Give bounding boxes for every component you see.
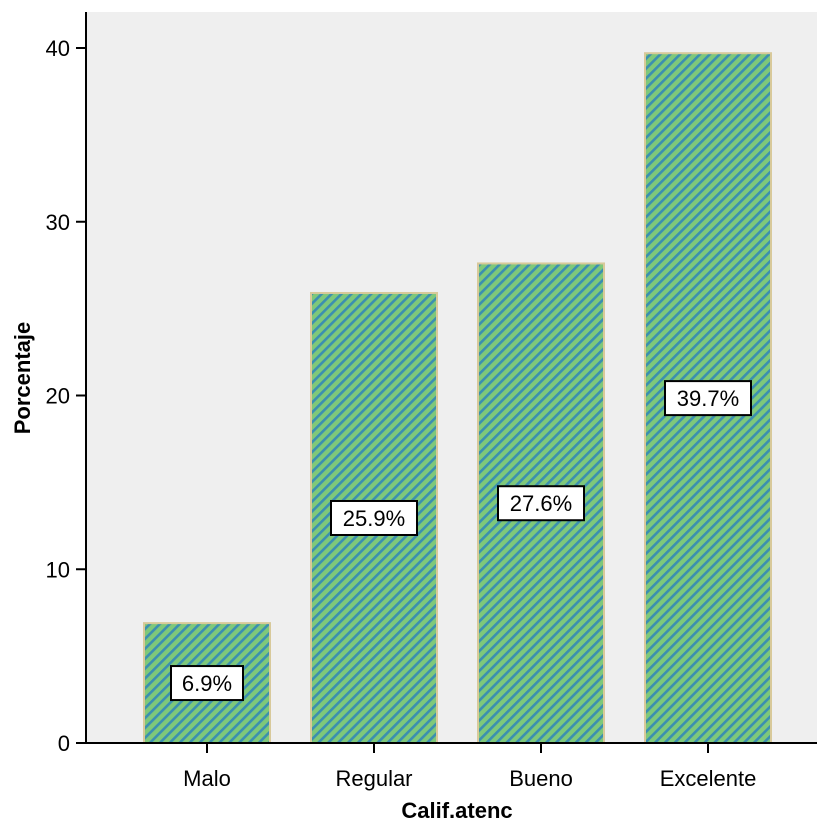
- y-axis-title: Porcentaje: [10, 322, 35, 435]
- x-tick-label: Excelente: [660, 766, 757, 791]
- data-label-text: 27.6%: [510, 491, 572, 516]
- y-tick-label: 30: [46, 210, 70, 235]
- data-label-box: [330, 499, 418, 536]
- y-tick-label: 20: [46, 384, 70, 409]
- data-labels-layer: 6.9% 25.9% 27.6% 39.7%: [170, 380, 752, 702]
- y-tick-label: 10: [46, 557, 70, 582]
- y-tick-label: 0: [58, 731, 70, 756]
- data-label-box: [497, 485, 585, 522]
- data-label: 6.9%: [170, 665, 244, 702]
- y-tick-label: 40: [46, 36, 70, 61]
- data-label-text: 39.7%: [677, 386, 739, 411]
- x-tick-label: Malo: [183, 766, 231, 791]
- x-axis-title: Calif.atenc: [401, 798, 512, 823]
- x-tick-label: Bueno: [509, 766, 573, 791]
- data-label-text: 6.9%: [182, 671, 232, 696]
- data-label-box: [664, 380, 752, 417]
- x-tick-label: Regular: [335, 766, 412, 791]
- data-label: 25.9%: [330, 499, 418, 536]
- y-ticks-layer: 0 10 20 30 40: [46, 36, 86, 756]
- data-label: 39.7%: [664, 380, 752, 417]
- x-ticks-layer: Malo Regular Bueno Excelente: [183, 743, 756, 791]
- data-label-box: [170, 665, 244, 702]
- data-label-text: 25.9%: [343, 506, 405, 531]
- data-label: 27.6%: [497, 485, 585, 522]
